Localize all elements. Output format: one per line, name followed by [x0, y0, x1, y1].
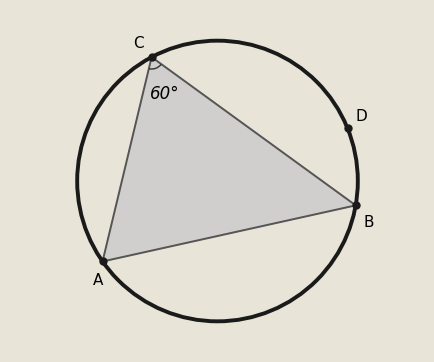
Text: D: D — [355, 109, 366, 123]
Polygon shape — [102, 57, 355, 261]
Text: C: C — [133, 36, 143, 51]
Text: A: A — [92, 273, 102, 288]
Text: 60°: 60° — [150, 85, 180, 103]
Text: B: B — [363, 215, 373, 230]
